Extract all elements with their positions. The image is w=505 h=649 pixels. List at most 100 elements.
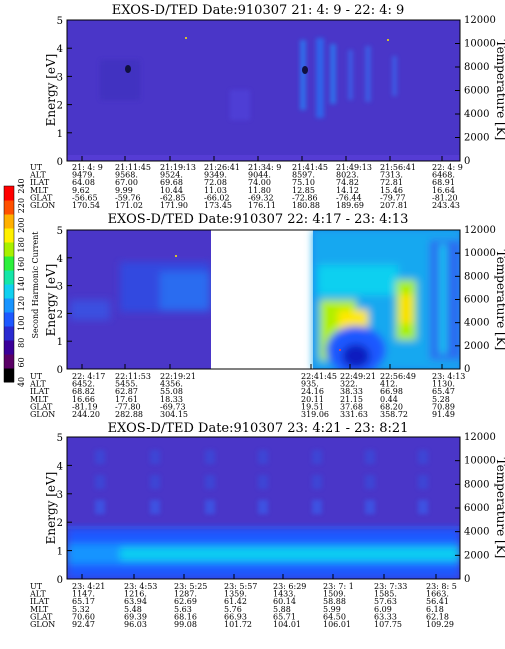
orbit-cell: 72.81 — [380, 178, 403, 187]
orbit-cell: 74.00 — [248, 178, 271, 187]
panel-3-y-tick-label: 1 — [57, 547, 63, 558]
orbit-cell: 62.18 — [426, 612, 449, 621]
orbit-cell: 244.20 — [72, 410, 100, 419]
orbit-cell: 68.16 — [174, 612, 197, 621]
orbit-cell: 60.14 — [273, 597, 296, 606]
panel-3-y-tick-label: 4 — [57, 461, 63, 472]
orbit-row-label: UT — [30, 372, 43, 381]
panel-2-y-tick-label: 0 — [57, 365, 63, 376]
orbit-row-label: GLAT — [30, 193, 53, 202]
panel-2-y-tick-label: 4 — [57, 254, 63, 265]
panel-1-y2-axis-label: Temperature [K] — [494, 40, 505, 141]
panel-3-patch — [312, 500, 322, 514]
orbit-cell: 21:19:13 — [160, 163, 196, 172]
panel-2-y2-tick-label: 0 — [464, 364, 470, 375]
orbit-cell: 101.72 — [224, 620, 252, 629]
orbit-cell: 935. — [301, 380, 319, 389]
orbit-cell: 5.32 — [72, 605, 90, 614]
orbit-cell: 21:34: 9 — [248, 163, 281, 172]
orbit-cell: 109.29 — [426, 620, 454, 629]
colorbar-tick-label: 160 — [17, 257, 26, 272]
orbit-cell: 358.72 — [380, 410, 408, 419]
orbit-cell: 1585. — [374, 590, 397, 599]
orbit-cell: 243.43 — [432, 201, 460, 210]
orbit-cell: 1287. — [174, 590, 197, 599]
colorbar-segment — [4, 354, 14, 369]
orbit-cell: 0.44 — [380, 395, 398, 404]
panel-3-y2-tick-label: 4000 — [464, 527, 489, 538]
orbit-cell: 15.46 — [380, 186, 403, 195]
orbit-cell: 22: 4:17 — [72, 372, 105, 381]
orbit-cell: 319.06 — [301, 410, 329, 419]
panel-3-y2-axis-label: Temperature [K] — [494, 458, 505, 559]
orbit-cell: 8597. — [292, 171, 315, 180]
panel-1-title: EXOS-D/TED Date:910307 21: 4: 9 - 22: 4:… — [112, 3, 405, 18]
colorbar-segment — [4, 270, 14, 285]
orbit-cell: 55.08 — [160, 387, 183, 396]
orbit-cell: 282.88 — [115, 410, 143, 419]
orbit-cell: 5.48 — [124, 605, 142, 614]
orbit-cell: -77.80 — [115, 402, 141, 411]
orbit-cell: 22:41:45 — [301, 372, 337, 381]
panel-1-y2-tick-label: 10000 — [464, 39, 496, 50]
panel-3-heatmap — [67, 437, 460, 579]
orbit-cell: -69.73 — [160, 402, 186, 411]
orbit-row-label: ALT — [29, 171, 46, 180]
orbit-row-label: ALT — [29, 380, 46, 389]
orbit-cell: 23: 5:25 — [174, 582, 207, 591]
orbit-cell: 23: 8: 5 — [426, 582, 457, 591]
orbit-cell: 62.69 — [174, 597, 197, 606]
colorbar-label: Second Harmonic Current — [31, 231, 40, 339]
orbit-cell: 20.11 — [301, 395, 324, 404]
orbit-row-label: ILAT — [30, 387, 50, 396]
panel-2-y-tick-label: 2 — [57, 309, 63, 320]
panel-1-y2-tick-label: 6000 — [464, 86, 489, 97]
colorbar-tick-label: 60 — [17, 357, 26, 367]
orbit-cell: 38.33 — [340, 387, 363, 396]
orbit-cell: 9.62 — [72, 186, 90, 195]
orbit-cell: 1130. — [432, 380, 455, 389]
orbit-cell: 64.50 — [323, 612, 346, 621]
orbit-cell: 11.03 — [204, 186, 227, 195]
orbit-cell: -59.76 — [115, 193, 141, 202]
orbit-cell: 22:56:49 — [380, 372, 416, 381]
colorbar-segment — [4, 186, 14, 201]
panel-1-y-tick-label: 1 — [57, 129, 63, 140]
orbit-cell: 63.94 — [124, 597, 147, 606]
panel-2-y2-tick-label: 2000 — [464, 341, 489, 352]
orbit-row-label: MLT — [30, 186, 49, 195]
orbit-row-label: GLAT — [30, 612, 53, 621]
orbit-cell: 21:49:13 — [336, 163, 372, 172]
colorbar-tick-label: 200 — [17, 218, 26, 233]
orbit-cell: 189.69 — [336, 201, 364, 210]
colorbar-tick-label: 220 — [17, 198, 26, 213]
colorbar-segment — [4, 312, 14, 327]
orbit-cell: 91.49 — [432, 410, 455, 419]
colorbar-tick-label: 120 — [17, 296, 26, 311]
orbit-cell: 23: 7:33 — [374, 582, 407, 591]
orbit-cell: 23: 5:57 — [224, 582, 257, 591]
orbit-cell: 22:19:21 — [160, 372, 196, 381]
panel-2-y-tick-label: 5 — [57, 226, 63, 237]
orbit-cell: 12.85 — [292, 186, 315, 195]
orbit-cell: 1147. — [72, 590, 95, 599]
colorbar-tick-label: 180 — [17, 237, 26, 252]
orbit-cell: 21:41:45 — [292, 163, 328, 172]
orbit-cell: 72.08 — [204, 178, 227, 187]
colorbar-tick-label: 140 — [17, 276, 26, 291]
panel-3-y2-tick-label: 12000 — [464, 432, 496, 443]
orbit-cell: 1359. — [224, 590, 247, 599]
colorbar-segment — [4, 326, 14, 341]
orbit-cell: -72.86 — [292, 193, 318, 202]
orbit-cell: 23: 6:29 — [273, 582, 306, 591]
colorbar-segment — [4, 242, 14, 257]
orbit-cell: 9.99 — [115, 186, 133, 195]
panel-2-y2-axis-label: Temperature [K] — [494, 250, 505, 351]
panel-3-y-tick-label: 5 — [57, 433, 63, 444]
colorbar-segment — [4, 368, 14, 383]
orbit-cell: 18.33 — [160, 395, 183, 404]
orbit-cell: 5.99 — [323, 605, 341, 614]
orbit-cell: 61.42 — [224, 597, 247, 606]
